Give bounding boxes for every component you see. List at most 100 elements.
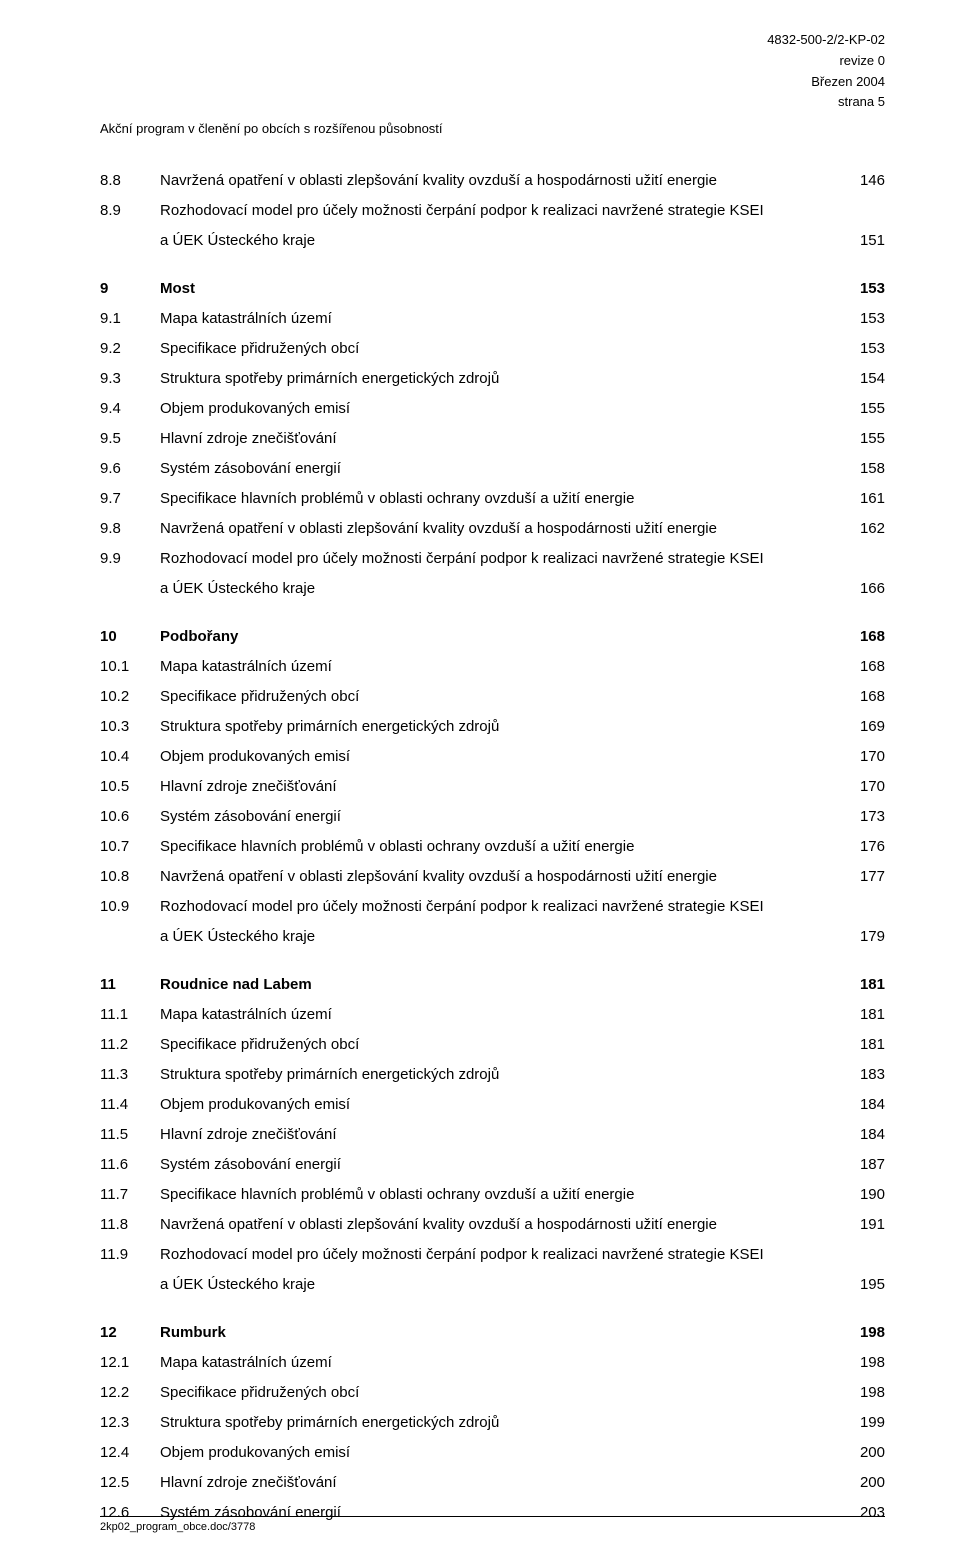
toc-title: Struktura spotřeby primárních energetick… [160,1060,835,1090]
toc-number: 11.2 [100,1030,160,1060]
toc-title: Objem produkovaných emisí [160,1438,835,1468]
toc-pagenum: 168 [835,682,885,712]
toc-number: 11 [100,970,160,1000]
toc-row: 10.6Systém zásobování energií173 [100,802,885,832]
toc-pagenum [835,892,885,922]
toc-row: 10.5Hlavní zdroje znečišťování170 [100,772,885,802]
toc-pagenum: 170 [835,772,885,802]
document-page: 4832-500-2/2-KP-02 revize 0 Březen 2004 … [0,0,960,1568]
toc-number: 9.5 [100,424,160,454]
toc-pagenum: 155 [835,394,885,424]
section-gap [100,952,885,970]
toc-title: Rozhodovací model pro účely možnosti čer… [160,196,835,226]
toc-pagenum: 190 [835,1180,885,1210]
header-right: 4832-500-2/2-KP-02 revize 0 Březen 2004 … [100,30,885,113]
toc-pagenum: 195 [835,1270,885,1300]
toc-row: 8.9Rozhodovací model pro účely možnosti … [100,196,885,226]
toc-number: 10.8 [100,862,160,892]
toc-number [100,574,160,604]
toc-title: Specifikace přidružených obcí [160,1030,835,1060]
table-of-contents: 8.8Navržená opatření v oblasti zlepšován… [100,166,885,1528]
toc-title: Hlavní zdroje znečišťování [160,424,835,454]
doc-date: Březen 2004 [100,72,885,93]
toc-row: 9.3Struktura spotřeby primárních energet… [100,364,885,394]
toc-pagenum: 173 [835,802,885,832]
toc-row: 11.5Hlavní zdroje znečišťování184 [100,1120,885,1150]
toc-pagenum: 177 [835,862,885,892]
toc-number [100,922,160,952]
toc-pagenum: 200 [835,1468,885,1498]
toc-pagenum: 199 [835,1408,885,1438]
toc-pagenum: 168 [835,652,885,682]
toc-title: Specifikace hlavních problémů v oblasti … [160,832,835,862]
toc-title: Objem produkovaných emisí [160,742,835,772]
doc-id: 4832-500-2/2-KP-02 [100,30,885,51]
toc-number: 8.9 [100,196,160,226]
footer-text: 2kp02_program_obce.doc/3778 [100,1521,255,1533]
toc-title: Hlavní zdroje znečišťování [160,1120,835,1150]
section-gap [100,1300,885,1318]
toc-number [100,1270,160,1300]
toc-number: 11.5 [100,1120,160,1150]
toc-row: 9.9Rozhodovací model pro účely možnosti … [100,544,885,574]
toc-pagenum: 181 [835,1000,885,1030]
toc-pagenum: 153 [835,304,885,334]
toc-number: 8.8 [100,166,160,196]
toc-number: 11.9 [100,1240,160,1270]
toc-number: 10.4 [100,742,160,772]
toc-title: Struktura spotřeby primárních energetick… [160,1408,835,1438]
toc-row: 10.7Specifikace hlavních problémů v obla… [100,832,885,862]
toc-pagenum: 155 [835,424,885,454]
toc-number: 10.6 [100,802,160,832]
toc-title: Mapa katastrálních území [160,1348,835,1378]
toc-pagenum: 184 [835,1090,885,1120]
toc-row: 11.1Mapa katastrálních území181 [100,1000,885,1030]
toc-row: 11.9Rozhodovací model pro účely možnosti… [100,1240,885,1270]
toc-row: 9.4Objem produkovaných emisí155 [100,394,885,424]
toc-row: 9.8Navržená opatření v oblasti zlepšován… [100,514,885,544]
toc-number: 11.3 [100,1060,160,1090]
toc-number: 10 [100,622,160,652]
toc-pagenum: 183 [835,1060,885,1090]
toc-title: Rozhodovací model pro účely možnosti čer… [160,1240,835,1270]
toc-row: 11Roudnice nad Labem181 [100,970,885,1000]
toc-row: 12.3Struktura spotřeby primárních energe… [100,1408,885,1438]
toc-pagenum [835,1240,885,1270]
toc-title: a ÚEK Ústeckého kraje [160,226,835,256]
toc-title: Specifikace přidružených obcí [160,682,835,712]
toc-title: Navržená opatření v oblasti zlepšování k… [160,1210,835,1240]
toc-row: 11.2Specifikace přidružených obcí181 [100,1030,885,1060]
toc-title: Objem produkovaných emisí [160,1090,835,1120]
toc-pagenum: 158 [835,454,885,484]
toc-title: Systém zásobování energií [160,802,835,832]
toc-row: 11.6Systém zásobování energií187 [100,1150,885,1180]
toc-row: 9.5Hlavní zdroje znečišťování155 [100,424,885,454]
toc-title: Mapa katastrálních území [160,304,835,334]
toc-title: Struktura spotřeby primárních energetick… [160,364,835,394]
toc-row: 11.4Objem produkovaných emisí184 [100,1090,885,1120]
toc-title: Roudnice nad Labem [160,970,835,1000]
toc-title: Hlavní zdroje znečišťování [160,772,835,802]
toc-number: 10.5 [100,772,160,802]
toc-title: a ÚEK Ústeckého kraje [160,574,835,604]
toc-title: Objem produkovaných emisí [160,394,835,424]
toc-number: 11.6 [100,1150,160,1180]
toc-pagenum: 151 [835,226,885,256]
toc-number: 10.1 [100,652,160,682]
toc-title: Navržená opatření v oblasti zlepšování k… [160,166,835,196]
toc-pagenum: 181 [835,1030,885,1060]
toc-title: Systém zásobování energií [160,1150,835,1180]
toc-pagenum: 187 [835,1150,885,1180]
toc-pagenum [835,544,885,574]
toc-row: 10.1Mapa katastrálních území168 [100,652,885,682]
toc-row: 11.3Struktura spotřeby primárních energe… [100,1060,885,1090]
toc-number: 9.2 [100,334,160,364]
toc-row: 9.1Mapa katastrálních území153 [100,304,885,334]
toc-row: 12.5Hlavní zdroje znečišťování200 [100,1468,885,1498]
toc-title: Specifikace hlavních problémů v oblasti … [160,1180,835,1210]
toc-title: Systém zásobování energií [160,454,835,484]
toc-title: Specifikace přidružených obcí [160,1378,835,1408]
toc-row: 12Rumburk198 [100,1318,885,1348]
toc-number: 9.1 [100,304,160,334]
toc-pagenum: 184 [835,1120,885,1150]
